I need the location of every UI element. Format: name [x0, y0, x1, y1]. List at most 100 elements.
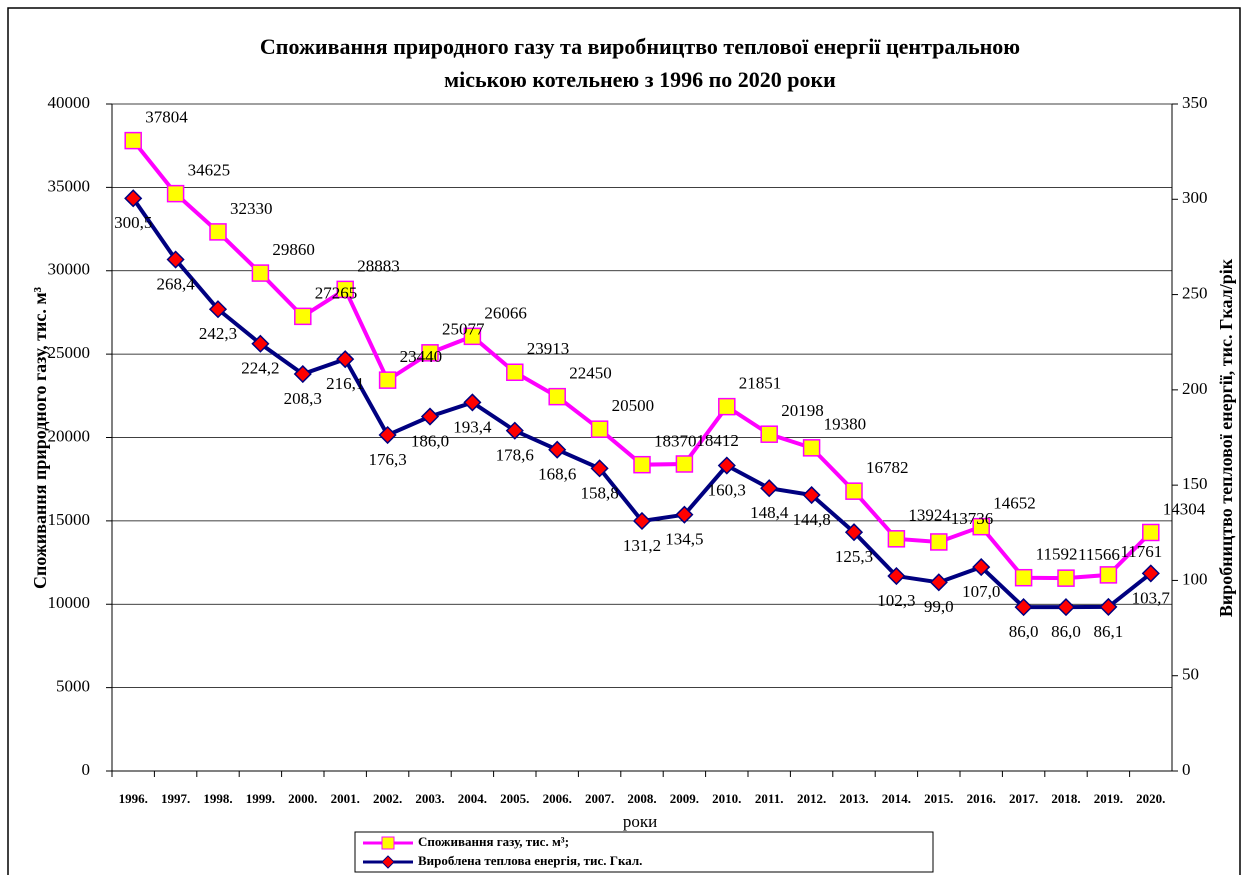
data-label: 168,6 [538, 465, 576, 484]
data-label: 26066 [484, 303, 527, 322]
y-tick-label: 10000 [48, 593, 91, 612]
data-label: 300,5 [114, 213, 152, 232]
y2-tick-label: 250 [1182, 283, 1208, 302]
marker [1014, 568, 1033, 587]
data-label: 99,0 [924, 597, 954, 616]
marker [548, 387, 566, 406]
data-label: 86,0 [1051, 622, 1081, 641]
marker [1141, 564, 1160, 583]
marker [463, 327, 482, 346]
x-tick-label: 2010. [712, 791, 741, 806]
data-label: 21851 [739, 374, 782, 393]
marker [633, 455, 651, 474]
x-tick-label: 2008. [627, 791, 656, 806]
marker [124, 131, 142, 150]
data-label: 18370 [654, 432, 697, 451]
data-label: 19380 [824, 415, 867, 434]
chart-subtitle: міською котельнею з 1996 по 2020 роки [444, 67, 836, 92]
data-label: 208,3 [284, 389, 322, 408]
legend [354, 831, 934, 873]
marker [506, 363, 524, 382]
legend-label: Споживання газу, тис. м³; [418, 834, 569, 849]
data-label: 144,8 [792, 510, 830, 529]
marker [251, 264, 270, 282]
x-tick-label: 2001. [331, 791, 360, 806]
marker [336, 350, 355, 369]
marker [760, 425, 778, 443]
data-label: 107,0 [962, 582, 1000, 601]
data-label: 242,3 [199, 324, 237, 343]
marker [1142, 523, 1160, 542]
x-axis-label: роки [623, 812, 657, 831]
marker [972, 558, 991, 577]
marker [420, 407, 440, 426]
marker [1099, 566, 1118, 584]
marker [293, 364, 312, 384]
data-label: 27265 [315, 283, 358, 302]
data-label: 14304 [1163, 499, 1206, 518]
data-label: 103,7 [1132, 588, 1171, 607]
marker [972, 517, 990, 536]
marker [548, 440, 567, 459]
data-label: 224,2 [241, 359, 279, 378]
x-tick-label: 2002. [373, 791, 402, 806]
marker [930, 533, 948, 551]
data-label: 13736 [951, 509, 994, 528]
data-label: 16782 [866, 458, 909, 477]
x-tick-label: 1997. [161, 791, 190, 806]
y2-tick-label: 200 [1182, 379, 1208, 398]
x-tick-label: 2004. [458, 791, 487, 806]
marker [124, 189, 143, 208]
y-tick-label: 30000 [48, 260, 91, 279]
data-label: 29860 [272, 240, 315, 259]
marker [845, 482, 863, 500]
data-label: 186,0 [411, 431, 449, 450]
y2-tick-label: 350 [1182, 93, 1208, 112]
x-tick-label: 2015. [924, 791, 953, 806]
data-label: 34625 [188, 161, 231, 180]
data-label: 20500 [612, 396, 655, 415]
marker [717, 456, 736, 475]
y-tick-label: 25000 [48, 343, 91, 362]
marker [760, 479, 779, 498]
marker [802, 485, 821, 505]
x-tick-label: 1999. [246, 791, 275, 806]
y-tick-label: 40000 [48, 93, 91, 112]
legend-marker [381, 836, 395, 850]
marker [718, 397, 736, 416]
x-tick-label: 1996. [119, 791, 148, 806]
marker [590, 459, 609, 478]
x-tick-label: 2020. [1136, 791, 1165, 806]
marker [675, 505, 694, 524]
x-tick-label: 2013. [839, 791, 868, 806]
marker [336, 280, 354, 299]
x-tick-label: 2012. [797, 791, 826, 806]
data-label: 18412 [696, 431, 739, 450]
marker [632, 511, 652, 531]
data-label: 11761 [1120, 542, 1162, 561]
data-label: 134,5 [665, 530, 703, 549]
x-tick-label: 2019. [1094, 791, 1123, 806]
data-label: 14652 [993, 494, 1035, 513]
y-tick-label: 15000 [48, 510, 91, 529]
x-tick-label: 2018. [1051, 791, 1080, 806]
data-label: 86,1 [1094, 622, 1124, 641]
y-tick-label: 5000 [56, 677, 90, 696]
data-label: 176,3 [368, 450, 406, 469]
x-tick-label: 2006. [543, 791, 572, 806]
marker [378, 425, 397, 445]
marker [929, 573, 948, 592]
y2-tick-label: 300 [1182, 188, 1208, 207]
legend-marker [381, 855, 395, 869]
x-tick-label: 2009. [670, 791, 699, 806]
chart-title: Споживання природного газу та виробництв… [260, 34, 1020, 59]
marker [421, 344, 439, 362]
data-label: 28883 [357, 256, 400, 275]
data-label: 11566 [1078, 545, 1120, 564]
data-label: 13924 [908, 506, 951, 525]
data-label: 178,6 [496, 446, 534, 465]
data-label: 32330 [230, 199, 273, 218]
y2-axis-label: Виробництво теплової енергії, тис. Гкал/… [1216, 258, 1236, 617]
x-tick-label: 2005. [500, 791, 529, 806]
